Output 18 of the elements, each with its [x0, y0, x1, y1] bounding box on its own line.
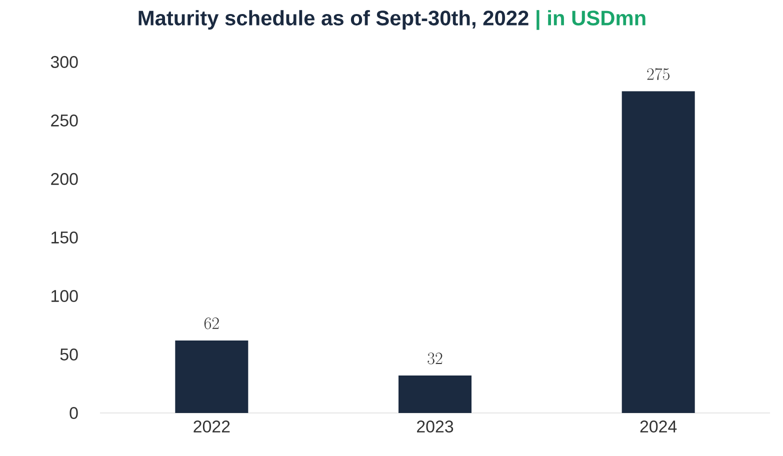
- chart-subtitle: | in USDmn: [536, 10, 646, 30]
- data-label: 62: [204, 318, 219, 330]
- bar: [398, 376, 472, 413]
- bar: [175, 340, 248, 413]
- y-tick-label: 50: [60, 348, 78, 360]
- data-label: 275: [647, 68, 670, 80]
- x-tick-label: 2023: [417, 420, 454, 432]
- x-tick-label: 2022: [194, 420, 230, 432]
- y-tick-label: 250: [51, 114, 78, 126]
- data-label: 32: [428, 352, 442, 364]
- y-tick-label: 150: [52, 231, 78, 244]
- chart-title: Maturity schedule as of Sept-30th, 2022: [138, 10, 528, 30]
- y-tick-label: 200: [51, 172, 78, 185]
- x-tick-label: 2024: [640, 420, 677, 432]
- y-tick-label: 300: [50, 56, 78, 68]
- y-tick-label: 100: [52, 290, 78, 302]
- bar: [622, 91, 695, 413]
- y-tick-label: 0: [70, 406, 78, 419]
